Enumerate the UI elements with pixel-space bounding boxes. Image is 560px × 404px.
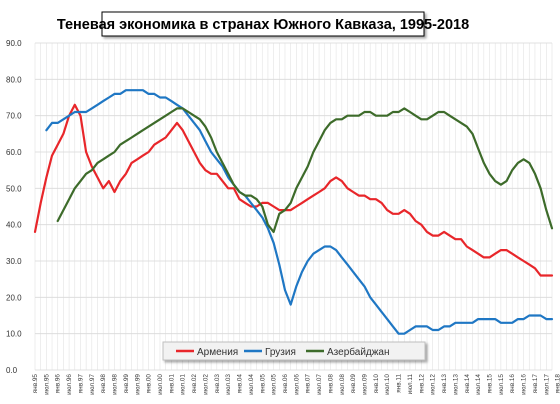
x-tick-label: янв.02 (191, 374, 198, 394)
x-tick-label: июл.17 (543, 374, 550, 395)
chart-title-box (101, 11, 425, 37)
x-tick-label: июл.14 (475, 374, 482, 395)
x-tick-label: янв.98 (100, 374, 107, 394)
x-tick-label: янв.11 (396, 374, 403, 393)
x-tick-label: янв.08 (327, 374, 334, 394)
x-tick-label: июл.15 (498, 374, 505, 395)
series-line-1 (33, 103, 554, 277)
y-tick-label: 80.0 (6, 75, 22, 84)
x-tick-label: июл.04 (248, 374, 255, 395)
x-tick-label: янв.15 (487, 374, 494, 394)
x-tick-label: июл.02 (202, 374, 209, 395)
x-tick-label: июл.99 (134, 374, 141, 395)
x-tick-label: июл.11 (407, 374, 414, 395)
x-tick-label: июл.10 (384, 374, 391, 395)
x-tick-label: янв.14 (464, 374, 471, 394)
y-tick-label: 60.0 (6, 148, 22, 157)
x-tick-label: июл.08 (339, 374, 346, 395)
x-tick-label: июл.12 (430, 374, 437, 395)
x-tick-label: янв.13 (441, 374, 448, 394)
x-tick-label: янв.06 (282, 374, 289, 394)
y-axis-tick-labels: 0.0 10.0 20.0 30.0 40.0 50.0 60.0 70.0 80.0 90.0 (6, 39, 22, 375)
y-tick-label: 50.0 (6, 184, 22, 193)
y-tick-label: 20.0 (6, 293, 22, 302)
x-tick-label: янв.18 (555, 374, 560, 394)
x-tick-label: июл.98 (112, 374, 119, 395)
x-tick-label: июл.96 (66, 374, 73, 395)
x-tick-label: июл.01 (180, 374, 187, 395)
x-tick-label: янв.00 (146, 374, 153, 394)
chart-title-text: Теневая экономика в странах Южного Кавка… (57, 17, 469, 33)
x-tick-label: янв.97 (77, 374, 84, 394)
legend-label-2: Грузия (265, 347, 296, 358)
y-tick-label: 10.0 (6, 330, 22, 339)
x-tick-label: янв.09 (350, 374, 357, 394)
x-tick-label: янв.03 (214, 374, 221, 394)
legend-label-1: Армения (197, 347, 238, 358)
x-tick-label: янв.16 (509, 374, 516, 394)
x-tick-label: июл.16 (521, 374, 528, 395)
series-line-2 (45, 89, 554, 335)
y-tick-label: 0.0 (6, 366, 18, 375)
x-tick-label: янв.99 (123, 374, 130, 394)
legend-box (162, 341, 426, 361)
series-lines (33, 89, 554, 335)
x-tick-label: июл.09 (362, 374, 369, 395)
x-tick-label: июл.05 (271, 374, 278, 395)
x-tick-label: июл.95 (43, 374, 50, 395)
x-tick-label: янв.95 (32, 374, 39, 394)
vertical-gridlines (34, 43, 553, 370)
legend-label-3: Азербайджан (327, 346, 390, 358)
x-tick-label: янв.17 (532, 374, 539, 394)
x-axis-tick-labels: янв.95 июл.95 янв.96 июл.96 янв.97 июл.97 янв.… (32, 374, 560, 395)
chart-title: Теневая экономика в странах Южного Кавка… (57, 11, 469, 37)
legend: Армения Грузия Азербайджан (162, 341, 426, 361)
x-tick-label: янв.96 (55, 374, 62, 394)
x-tick-label: янв.10 (373, 374, 380, 394)
x-tick-label: янв.05 (259, 374, 266, 394)
y-tick-label: 90.0 (6, 39, 22, 48)
x-tick-label: июл.03 (225, 374, 232, 395)
x-tick-label: июл.07 (316, 374, 323, 395)
x-tick-label: июл.06 (293, 374, 300, 395)
x-tick-label: янв.07 (305, 374, 312, 394)
horizontal-gridlines (35, 42, 552, 371)
x-tick-label: янв.04 (237, 374, 244, 394)
x-tick-label: июл.13 (452, 374, 459, 395)
series-line-3 (56, 107, 554, 233)
x-tick-label: июл.00 (157, 374, 164, 395)
x-tick-label: янв.12 (418, 374, 425, 394)
y-tick-label: 70.0 (6, 112, 22, 121)
y-tick-label: 30.0 (6, 257, 22, 266)
y-tick-label: 40.0 (6, 221, 22, 230)
x-tick-label: июл.97 (89, 374, 96, 395)
x-tick-label: янв.01 (168, 374, 175, 394)
